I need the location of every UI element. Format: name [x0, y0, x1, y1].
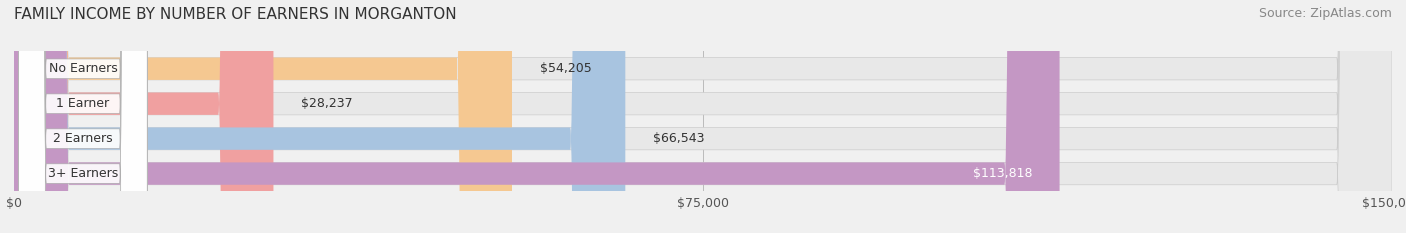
FancyBboxPatch shape: [14, 0, 1392, 233]
FancyBboxPatch shape: [14, 0, 273, 233]
Text: No Earners: No Earners: [49, 62, 117, 75]
Text: $54,205: $54,205: [540, 62, 592, 75]
FancyBboxPatch shape: [18, 0, 148, 233]
Text: FAMILY INCOME BY NUMBER OF EARNERS IN MORGANTON: FAMILY INCOME BY NUMBER OF EARNERS IN MO…: [14, 7, 457, 22]
FancyBboxPatch shape: [18, 0, 148, 233]
FancyBboxPatch shape: [14, 0, 1392, 233]
FancyBboxPatch shape: [14, 0, 626, 233]
Text: 2 Earners: 2 Earners: [53, 132, 112, 145]
Text: $28,237: $28,237: [301, 97, 353, 110]
Text: Source: ZipAtlas.com: Source: ZipAtlas.com: [1258, 7, 1392, 20]
Text: $66,543: $66,543: [652, 132, 704, 145]
Text: 1 Earner: 1 Earner: [56, 97, 110, 110]
FancyBboxPatch shape: [14, 0, 1392, 233]
FancyBboxPatch shape: [14, 0, 512, 233]
FancyBboxPatch shape: [18, 0, 148, 233]
FancyBboxPatch shape: [18, 0, 148, 233]
Text: 3+ Earners: 3+ Earners: [48, 167, 118, 180]
Text: $113,818: $113,818: [973, 167, 1032, 180]
FancyBboxPatch shape: [14, 0, 1392, 233]
FancyBboxPatch shape: [14, 0, 1060, 233]
